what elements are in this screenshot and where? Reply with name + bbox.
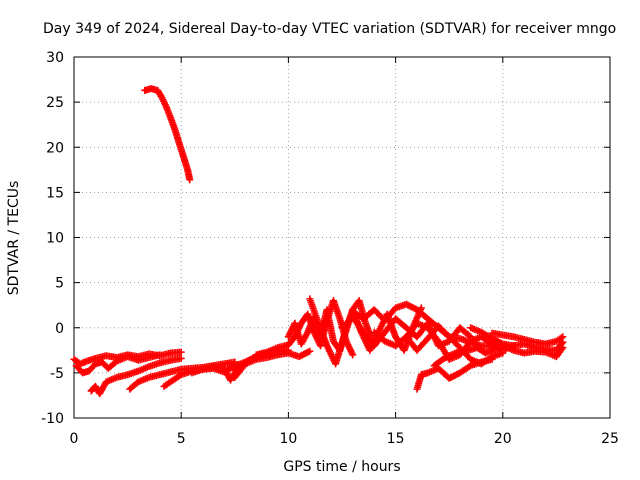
data-point: [465, 332, 473, 340]
y-tick-label: 0: [55, 321, 64, 337]
x-tick-label: 25: [601, 431, 619, 447]
y-tick-label: 5: [55, 276, 64, 292]
data-point: [186, 176, 194, 184]
data-point: [349, 351, 357, 359]
y-tick-label: 20: [46, 140, 64, 156]
x-tick-label: 15: [387, 431, 405, 447]
series-track-r: [488, 329, 567, 348]
data-point: [156, 351, 164, 359]
data-point: [177, 348, 185, 356]
y-tick-label: 25: [46, 95, 64, 111]
y-tick-label: 10: [46, 231, 64, 247]
chart-title: Day 349 of 2024, Sidereal Day-to-day VTE…: [43, 21, 616, 37]
series-track-c: [87, 354, 185, 398]
x-tick-label: 20: [494, 431, 512, 447]
data-point: [229, 363, 237, 371]
y-tick-label: -10: [41, 411, 64, 427]
data-point: [559, 333, 567, 341]
data-point: [177, 354, 185, 362]
y-tick-label: -5: [50, 366, 64, 382]
x-axis-label: GPS time / hours: [283, 459, 400, 475]
x-axis-ticks: 0 5 10 15 20 25: [70, 57, 619, 447]
data-point: [499, 349, 507, 357]
x-tick-label: 0: [70, 431, 79, 447]
y-tick-label: 30: [46, 50, 64, 66]
data-point: [306, 347, 314, 355]
series-track-high: [141, 85, 194, 184]
y-axis-ticks: -10 -5 0 5 10 15 20 25 30: [41, 50, 610, 427]
data-point: [488, 355, 496, 363]
y-axis-label: SDTVAR / TECUs: [6, 181, 22, 296]
x-tick-label: 5: [177, 431, 186, 447]
series-track-b: [72, 351, 164, 377]
data-points: [70, 85, 567, 398]
y-tick-label: 15: [46, 185, 64, 201]
series-track-o: [413, 355, 496, 393]
x-tick-label: 10: [279, 431, 297, 447]
